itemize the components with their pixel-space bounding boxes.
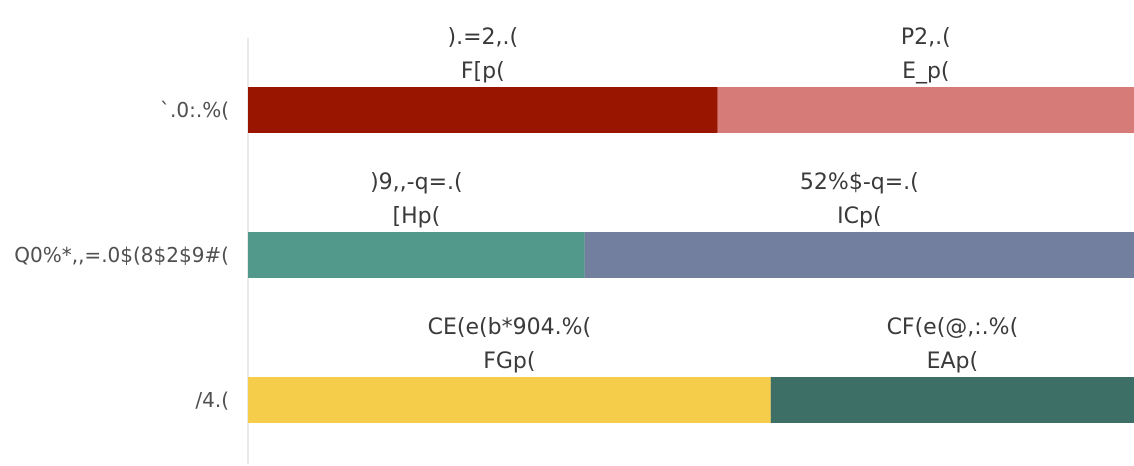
segment-name-label: 52%$-q=.( bbox=[800, 170, 919, 195]
segment-value-label: [Hp( bbox=[392, 204, 440, 229]
bar-segment bbox=[248, 377, 771, 423]
segment-value-label: EAp( bbox=[927, 349, 979, 374]
segment-name-label: P2,.( bbox=[901, 25, 951, 50]
segment-value-label: F[p( bbox=[461, 59, 505, 84]
segment-name-label: ).=2,.( bbox=[448, 25, 519, 50]
segment-name-label: )9,,-q=.( bbox=[370, 170, 462, 195]
segment-value-label: E_p( bbox=[902, 59, 949, 84]
bar-segment bbox=[770, 377, 1134, 423]
segment-value-label: ICp( bbox=[837, 204, 881, 229]
bar-segment bbox=[248, 87, 718, 133]
bar-segment bbox=[717, 87, 1134, 133]
category-label: Q0%*,,=.0$(8$2$9#( bbox=[14, 243, 229, 267]
category-label: /4.( bbox=[195, 388, 229, 412]
bar-segment bbox=[248, 232, 585, 278]
segment-name-label: CE(e(b*904.%( bbox=[428, 315, 591, 340]
segment-name-label: CF(e(@,:.%( bbox=[887, 315, 1019, 340]
category-label: `.0:.%( bbox=[160, 98, 229, 122]
segment-value-label: FGp( bbox=[483, 349, 535, 374]
bar-segment bbox=[584, 232, 1134, 278]
